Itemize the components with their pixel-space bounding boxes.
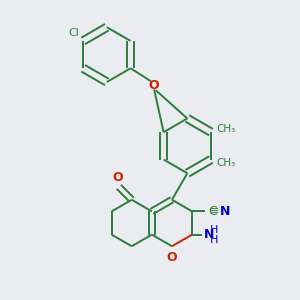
Text: N: N: [204, 228, 214, 241]
Text: H: H: [210, 235, 219, 244]
Text: CH₃: CH₃: [217, 124, 236, 134]
Text: CH₃: CH₃: [217, 158, 236, 168]
Text: O: O: [149, 79, 160, 92]
Text: O: O: [167, 251, 177, 264]
Text: O: O: [112, 170, 122, 184]
Text: C: C: [209, 205, 218, 218]
Text: Cl: Cl: [68, 28, 79, 38]
Text: ≡: ≡: [210, 206, 220, 216]
Text: H: H: [210, 225, 219, 235]
Text: N: N: [220, 205, 231, 218]
